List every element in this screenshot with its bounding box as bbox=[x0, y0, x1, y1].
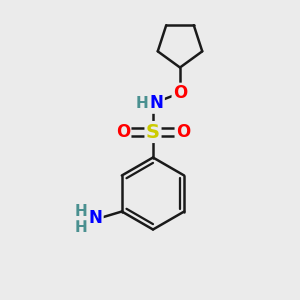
Text: N: N bbox=[88, 209, 102, 227]
Text: N: N bbox=[150, 94, 164, 112]
Text: O: O bbox=[173, 84, 187, 102]
Text: O: O bbox=[116, 123, 130, 141]
Text: H: H bbox=[135, 96, 148, 111]
Text: H: H bbox=[75, 220, 88, 236]
Text: H: H bbox=[75, 204, 88, 219]
Text: O: O bbox=[176, 123, 190, 141]
Text: S: S bbox=[146, 122, 160, 142]
